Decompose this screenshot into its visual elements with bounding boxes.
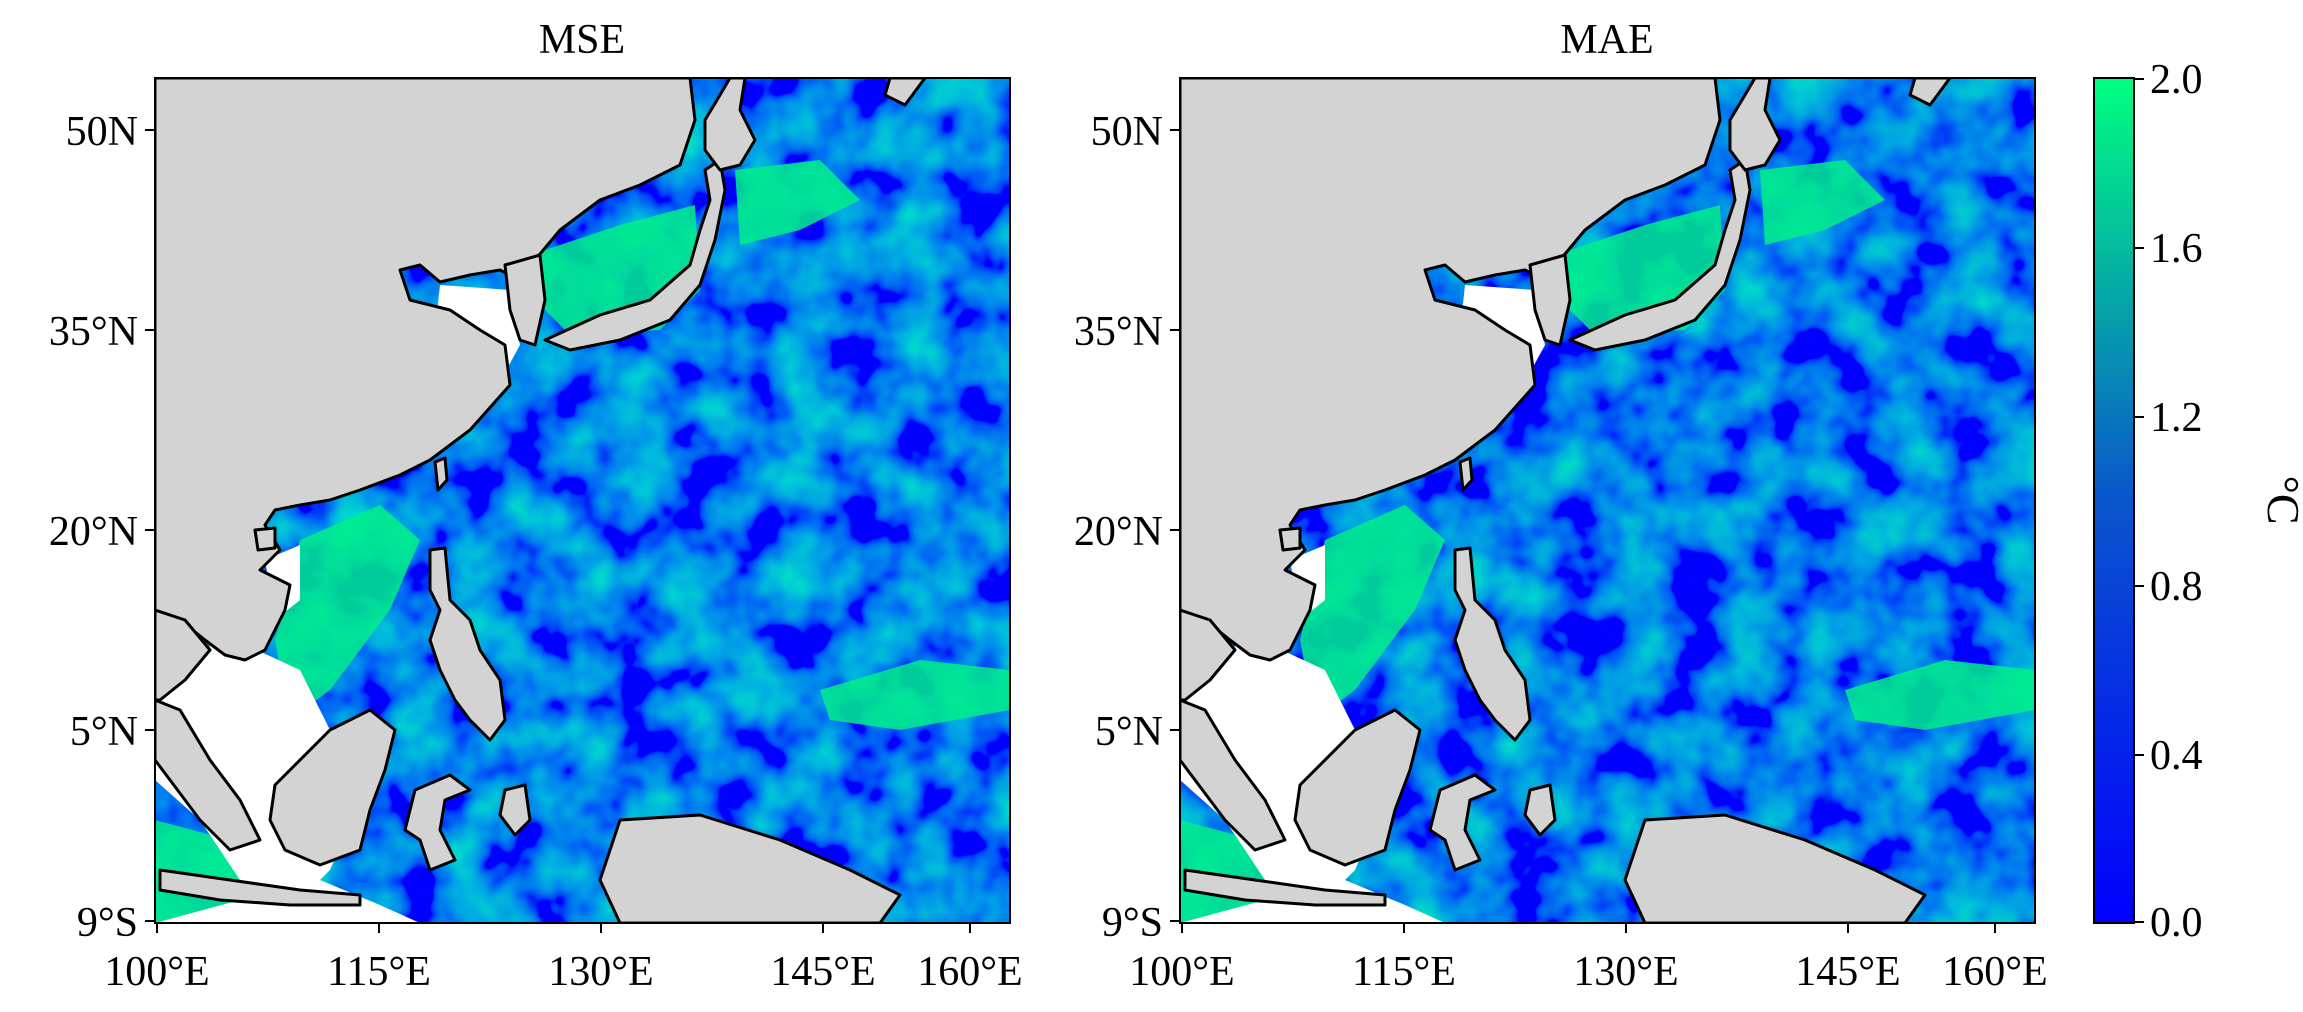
lon-tick-label: 100°E (104, 949, 209, 995)
lon-tick-label: 100°E (1129, 949, 1234, 995)
colorbar-tick-label: 0.8 (2150, 564, 2203, 610)
map-frame (1179, 77, 2036, 924)
colorbar-tick-label: 2.0 (2150, 57, 2203, 103)
colorbar-tick-label: 1.6 (2150, 226, 2203, 272)
korea (1528, 253, 1572, 347)
lon-tick-label: 145°E (1795, 949, 1900, 995)
panel-title: MAE (1560, 17, 1653, 63)
map-area (1180, 78, 2035, 923)
lat-tick-label: 5°N (1095, 709, 1163, 755)
lat-tick-labels: 50N 35°N 20°N 5°N 9°S (1074, 109, 1163, 946)
lat-tick-label: 9°S (77, 900, 138, 946)
hokkaido-sakhalin (703, 78, 757, 172)
land (1180, 78, 1952, 923)
map-frame (154, 77, 1011, 924)
lon-axis (156, 923, 971, 933)
colorbar-tick-label: 0.4 (2150, 733, 2203, 779)
philippines (428, 546, 507, 742)
new-guinea (598, 813, 902, 923)
java (158, 868, 362, 907)
colorbar: 2.0 1.6 1.2 0.8 0.4 0.0 °C (2093, 57, 2303, 946)
colorbar-tick-label: 1.2 (2150, 395, 2203, 441)
lat-axis (1170, 129, 1180, 922)
lat-tick-label: 20°N (1074, 509, 1163, 555)
lon-axis (1181, 923, 1996, 933)
panel-title: MSE (539, 17, 625, 63)
lat-tick-label: 50N (66, 109, 138, 155)
sumatra-malaya (1180, 698, 1287, 852)
kamchatka (883, 78, 927, 107)
lon-tick-label: 130°E (548, 949, 653, 995)
lon-tick-labels: 100°E 115°E 130°E 145°E 160°E (104, 949, 1022, 995)
taiwan (1458, 456, 1474, 492)
lat-tick-labels: 50N 35°N 20°N 5°N 9°S (49, 109, 138, 946)
lon-tick-label: 115°E (1352, 949, 1456, 995)
map-panel-mae: MAE (1074, 17, 2048, 995)
asia-mainland (1180, 78, 1722, 662)
lon-tick-labels: 100°E 115°E 130°E 145°E 160°E (1129, 949, 2047, 995)
map-area (155, 78, 1010, 923)
indochina (155, 608, 212, 702)
lat-tick-label: 50N (1091, 109, 1163, 155)
java (1183, 868, 1387, 907)
lon-tick-label: 160°E (917, 949, 1022, 995)
colorbar-label: °C (2258, 475, 2303, 524)
lat-tick-label: 35°N (49, 309, 138, 355)
colorbar-tick-label: 0.0 (2150, 900, 2203, 946)
korea (503, 253, 547, 347)
sumatra-malaya (155, 698, 262, 852)
indochina (1180, 608, 1237, 702)
sulawesi (1428, 773, 1497, 872)
lon-tick-label: 115°E (327, 949, 431, 995)
lat-tick-label: 5°N (70, 709, 138, 755)
lon-tick-label: 145°E (770, 949, 875, 995)
halmahera (498, 783, 532, 837)
borneo (268, 708, 397, 867)
lat-tick-label: 9°S (1102, 900, 1163, 946)
land (155, 78, 927, 923)
lon-tick-label: 130°E (1573, 949, 1678, 995)
halmahera (1523, 783, 1557, 837)
taiwan (433, 456, 449, 492)
hainan (1278, 526, 1302, 552)
lat-tick-label: 20°N (49, 509, 138, 555)
colorbar-ticks (2134, 78, 2144, 923)
colorbar-gradient (2093, 77, 2135, 924)
high-error-regions (1180, 160, 2035, 923)
hainan (253, 526, 277, 552)
philippines (1453, 546, 1532, 742)
kamchatka (1908, 78, 1952, 107)
colorbar-tick-labels: 2.0 1.6 1.2 0.8 0.4 0.0 (2150, 57, 2203, 946)
hokkaido-sakhalin (1728, 78, 1782, 172)
map-panel-mse: MSE (49, 17, 1023, 995)
lat-axis (145, 129, 155, 922)
asia-mainland (155, 78, 697, 662)
sulawesi (403, 773, 472, 872)
new-guinea (1623, 813, 1927, 923)
lat-tick-label: 35°N (1074, 309, 1163, 355)
borneo (1293, 708, 1422, 867)
lon-tick-label: 160°E (1942, 949, 2047, 995)
